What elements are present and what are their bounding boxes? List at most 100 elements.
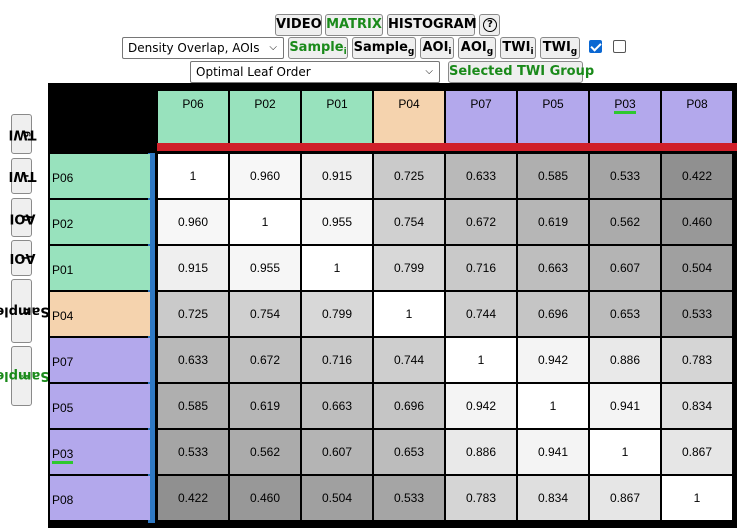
matrix-cell[interactable]: 1 bbox=[374, 292, 444, 336]
matrix-cell[interactable]: 0.663 bbox=[518, 246, 588, 290]
sample-g-vertical-button[interactable]: Sampleg bbox=[0, 279, 49, 343]
matrix-cell[interactable]: 0.754 bbox=[374, 200, 444, 244]
matrix-cell[interactable]: 0.783 bbox=[662, 338, 732, 382]
row-header-p02[interactable]: P02 bbox=[50, 200, 150, 244]
matrix-cell[interactable]: 0.607 bbox=[302, 430, 372, 474]
row-header-p03[interactable]: P03 bbox=[50, 430, 150, 474]
matrix-cell[interactable]: 0.585 bbox=[518, 154, 588, 198]
matrix-cell[interactable]: 0.607 bbox=[590, 246, 660, 290]
column-header-p08[interactable]: P08 bbox=[662, 91, 732, 143]
matrix-cell[interactable]: 0.960 bbox=[158, 200, 228, 244]
column-header-p01[interactable]: P01 bbox=[302, 91, 372, 143]
matrix-cell[interactable]: 0.960 bbox=[230, 154, 300, 198]
matrix-cell[interactable]: 0.653 bbox=[590, 292, 660, 336]
matrix-cell[interactable]: 0.834 bbox=[518, 476, 588, 520]
matrix-cell[interactable]: 0.696 bbox=[518, 292, 588, 336]
column-header-p04[interactable]: P04 bbox=[374, 91, 444, 143]
matrix-cell[interactable]: 1 bbox=[446, 338, 516, 382]
order-select[interactable]: Optimal Leaf Order ⌵ bbox=[190, 61, 440, 83]
matrix-cell[interactable]: 0.672 bbox=[446, 200, 516, 244]
matrix-cell[interactable]: 0.915 bbox=[158, 246, 228, 290]
column-header-p07[interactable]: P07 bbox=[446, 91, 516, 143]
row-header-p04[interactable]: P04 bbox=[50, 292, 150, 336]
row-header-p06[interactable]: P06 bbox=[50, 154, 150, 198]
twi-i-button[interactable]: TWIi bbox=[500, 37, 536, 59]
matrix-cell[interactable]: 0.672 bbox=[230, 338, 300, 382]
matrix-cell[interactable]: 0.533 bbox=[662, 292, 732, 336]
metric-select[interactable]: Density Overlap, AOIs ⌵ bbox=[122, 37, 284, 59]
twi-i-vertical-button[interactable]: TWI i bbox=[7, 158, 36, 194]
help-button[interactable]: ? bbox=[479, 14, 500, 36]
matrix-cell[interactable]: 0.663 bbox=[302, 384, 372, 428]
matrix-cell[interactable]: 0.422 bbox=[662, 154, 732, 198]
matrix-cell[interactable]: 0.716 bbox=[446, 246, 516, 290]
matrix-cell[interactable]: 0.533 bbox=[158, 430, 228, 474]
matrix-cell[interactable]: 0.533 bbox=[590, 154, 660, 198]
column-header-p05[interactable]: P05 bbox=[518, 91, 588, 143]
matrix-cell[interactable]: 0.562 bbox=[230, 430, 300, 474]
matrix-cell[interactable]: 0.716 bbox=[302, 338, 372, 382]
row-header-p08[interactable]: P08 bbox=[50, 476, 150, 520]
selected-twi-group-button[interactable]: Selected TWI Group bbox=[448, 61, 594, 83]
matrix-cell[interactable]: 0.744 bbox=[446, 292, 516, 336]
matrix-cell[interactable]: 0.834 bbox=[662, 384, 732, 428]
matrix-cell[interactable]: 0.942 bbox=[446, 384, 516, 428]
matrix-cell[interactable]: 0.744 bbox=[374, 338, 444, 382]
matrix-button[interactable]: MATRIX bbox=[325, 14, 383, 36]
matrix-cell[interactable]: 0.955 bbox=[302, 200, 372, 244]
column-header-p02[interactable]: P02 bbox=[230, 91, 300, 143]
matrix-cell[interactable]: 1 bbox=[662, 476, 732, 520]
matrix-cell[interactable]: 1 bbox=[158, 154, 228, 198]
sample-i-vertical-button[interactable]: Samplei bbox=[0, 346, 49, 406]
checkbox-2[interactable] bbox=[613, 40, 626, 53]
matrix-cell[interactable]: 1 bbox=[230, 200, 300, 244]
matrix-cell[interactable]: 0.619 bbox=[518, 200, 588, 244]
matrix-cell[interactable]: 0.867 bbox=[662, 430, 732, 474]
aoi-i-button[interactable]: AOIi bbox=[420, 37, 454, 59]
row-header-p07[interactable]: P07 bbox=[50, 338, 150, 382]
matrix-cell[interactable]: 1 bbox=[518, 384, 588, 428]
matrix-cell[interactable]: 0.886 bbox=[446, 430, 516, 474]
video-button[interactable]: VIDEO bbox=[275, 14, 322, 36]
sample-i-button[interactable]: Samplei bbox=[288, 37, 348, 59]
aoi-g-button[interactable]: AOIg bbox=[458, 37, 496, 59]
twi-g-button[interactable]: TWIg bbox=[540, 37, 580, 59]
twi-g-vertical-button[interactable]: TWI g bbox=[7, 114, 36, 154]
matrix-cell[interactable]: 0.533 bbox=[374, 476, 444, 520]
matrix-cell[interactable]: 0.867 bbox=[590, 476, 660, 520]
matrix-cell[interactable]: 0.633 bbox=[158, 338, 228, 382]
matrix-cell[interactable]: 0.460 bbox=[662, 200, 732, 244]
matrix-cell[interactable]: 0.941 bbox=[518, 430, 588, 474]
matrix-cell[interactable]: 0.783 bbox=[446, 476, 516, 520]
matrix-cell[interactable]: 0.460 bbox=[230, 476, 300, 520]
sample-g-button[interactable]: Sampleg bbox=[352, 37, 416, 59]
matrix-cell[interactable]: 0.754 bbox=[230, 292, 300, 336]
matrix-cell[interactable]: 1 bbox=[302, 246, 372, 290]
matrix-cell[interactable]: 0.633 bbox=[446, 154, 516, 198]
histogram-button[interactable]: HISTOGRAM bbox=[387, 14, 477, 36]
row-header-p05[interactable]: P05 bbox=[50, 384, 150, 428]
matrix-cell[interactable]: 0.886 bbox=[590, 338, 660, 382]
matrix-cell[interactable]: 0.653 bbox=[374, 430, 444, 474]
column-header-p03[interactable]: P03 bbox=[590, 91, 660, 143]
matrix-cell[interactable]: 0.696 bbox=[374, 384, 444, 428]
matrix-cell[interactable]: 0.562 bbox=[590, 200, 660, 244]
matrix-cell[interactable]: 0.915 bbox=[302, 154, 372, 198]
checkbox-1[interactable] bbox=[589, 40, 602, 53]
column-header-p06[interactable]: P06 bbox=[158, 91, 228, 143]
matrix-cell[interactable]: 0.504 bbox=[662, 246, 732, 290]
matrix-cell[interactable]: 0.585 bbox=[158, 384, 228, 428]
matrix-cell[interactable]: 0.941 bbox=[590, 384, 660, 428]
row-header-p01[interactable]: P01 bbox=[50, 246, 150, 290]
matrix-cell[interactable]: 0.799 bbox=[374, 246, 444, 290]
matrix-cell[interactable]: 0.504 bbox=[302, 476, 372, 520]
matrix-cell[interactable]: 0.799 bbox=[302, 292, 372, 336]
matrix-cell[interactable]: 0.725 bbox=[158, 292, 228, 336]
matrix-cell[interactable]: 0.422 bbox=[158, 476, 228, 520]
aoi-i-vertical-button[interactable]: AOI i bbox=[9, 240, 34, 276]
matrix-cell[interactable]: 0.619 bbox=[230, 384, 300, 428]
matrix-cell[interactable]: 0.725 bbox=[374, 154, 444, 198]
aoi-g-vertical-button[interactable]: AOI g bbox=[9, 198, 34, 237]
matrix-cell[interactable]: 1 bbox=[590, 430, 660, 474]
matrix-cell[interactable]: 0.942 bbox=[518, 338, 588, 382]
